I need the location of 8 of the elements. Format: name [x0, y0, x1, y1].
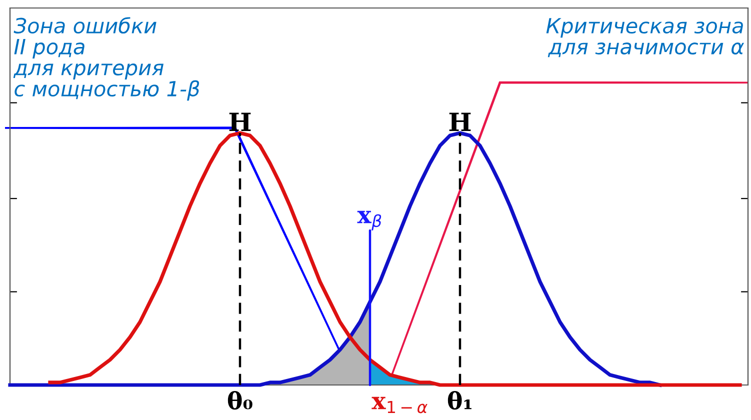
x-tick-label: x$_{1−α}$ — [372, 396, 428, 414]
annotation: x$_{β}$ — [357, 210, 382, 230]
x-tick-label: θ₁ — [448, 390, 472, 410]
x-tick-label: θ₀ — [228, 390, 252, 410]
text: Зона ошибки II рода для критерия с мощностью 1-β — [13, 17, 200, 101]
text: H — [449, 112, 471, 131]
text: H — [229, 112, 251, 131]
text: Критическая зона для значимости α — [546, 18, 744, 58]
